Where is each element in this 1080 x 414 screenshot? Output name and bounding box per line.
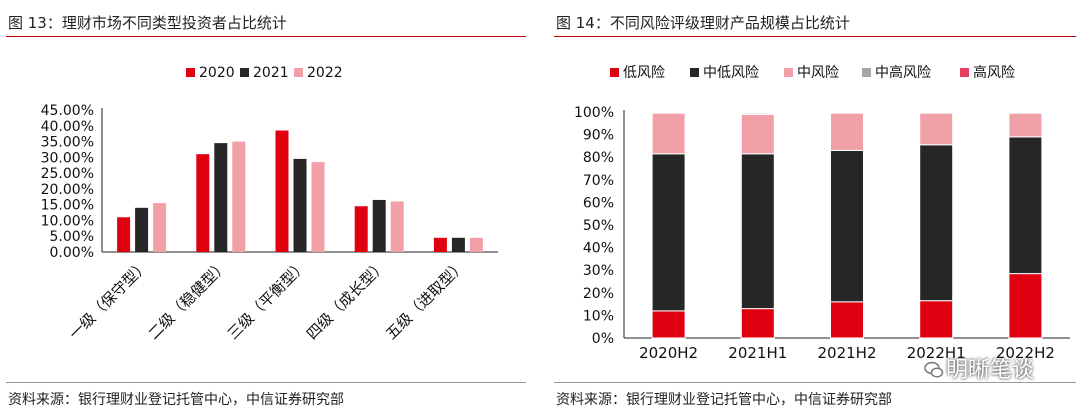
watermark: 明晰笔谈 xyxy=(924,352,1034,384)
bar-segment-中风险 xyxy=(830,112,864,151)
watermark-text: 明晰笔谈 xyxy=(945,358,1034,383)
right-figure-title: 图 14：不同风险评级理财产品规模占比统计 xyxy=(556,14,850,32)
legend-swatch-2021 xyxy=(240,68,249,77)
x-category-label: 2021H2 xyxy=(818,344,877,362)
x-category-label: 2020H2 xyxy=(639,344,698,362)
x-category-label: 二级（稳健型） xyxy=(145,256,232,343)
legend-label-2020: 2020 xyxy=(199,65,235,81)
y-tick-label: 20% xyxy=(583,286,614,302)
bar-segment-低风险 xyxy=(651,310,686,339)
legend-swatch-中高风险 xyxy=(862,68,871,77)
x-category-label: 2021H1 xyxy=(728,344,787,362)
legend-label-中高风险: 中高风险 xyxy=(875,64,931,81)
bar-2022 xyxy=(390,201,404,252)
bar-2021 xyxy=(372,199,386,252)
bar-2020 xyxy=(354,206,368,252)
bar-2022 xyxy=(311,162,325,252)
bar-segment-中低风险 xyxy=(919,144,954,302)
y-tick-label: 35.00% xyxy=(41,135,94,151)
bar-segment-中低风险 xyxy=(740,153,775,310)
bar-2020 xyxy=(117,217,131,252)
legend-label-低风险: 低风险 xyxy=(623,65,665,81)
bar-segment-中风险 xyxy=(651,112,686,155)
legend-swatch-低风险 xyxy=(610,68,619,77)
x-category-label: 三级（平衡型） xyxy=(224,256,311,343)
left-figure-panel: 图 13：理财市场不同类型投资者占比统计 2020 2021 2022 0.00% 5.… xyxy=(0,0,530,414)
y-tick-label: 60% xyxy=(583,195,614,211)
y-tick-label: 50% xyxy=(583,218,614,234)
bar-segment-中风险 xyxy=(919,112,954,146)
y-tick-label: 0.00% xyxy=(50,245,94,261)
y-tick-label: 0% xyxy=(592,331,614,347)
bar-2021 xyxy=(135,207,149,252)
bar-segment-低风险 xyxy=(1008,273,1043,339)
legend-swatch-高风险 xyxy=(960,68,969,77)
risk-rating-stacked-bar-chart: 低风险 中低风险 中风险 中高风险 高风险 0% 10% 20% 30% 40% 50% 60% 70%… xyxy=(574,64,1070,362)
left-figure-title: 图 13：理财市场不同类型投资者占比统计 xyxy=(8,14,287,32)
bar-segment-中低风险 xyxy=(1008,136,1043,275)
y-tick-label: 40% xyxy=(583,241,614,257)
x-category-label: 一级（保守型） xyxy=(65,256,152,343)
bar-2022 xyxy=(153,203,167,252)
y-tick-label: 10.00% xyxy=(41,213,94,229)
left-source-note: 资料来源：银行理财业登记托管中心，中信证券研究部 xyxy=(8,392,344,408)
y-tick-label: 20.00% xyxy=(41,182,94,198)
bar-segment-低风险 xyxy=(830,301,864,339)
bar-2022 xyxy=(469,237,483,252)
right-figure-panel: 图 14：不同风险评级理财产品规模占比统计 低风险 中低风险 中风险 中高风险 高风险 0… xyxy=(548,0,1080,414)
x-category-label: 四级（成长型） xyxy=(303,256,390,343)
bar-segment-中风险 xyxy=(1008,112,1043,138)
y-tick-label: 45.00% xyxy=(41,103,94,119)
x-category-label: 2022H2 xyxy=(996,344,1055,362)
left-footer-divider xyxy=(6,382,526,383)
legend-swatch-中风险 xyxy=(784,68,793,77)
y-tick-label: 30% xyxy=(583,263,614,279)
y-tick-label: 30.00% xyxy=(41,150,94,166)
investor-type-bar-chart: 2020 2021 2022 0.00%5.00%10.00%15.00%20.00%… xyxy=(41,65,498,343)
bar-2021 xyxy=(451,237,465,252)
bar-2020 xyxy=(275,130,289,252)
legend-label-中风险: 中风险 xyxy=(797,65,839,81)
bar-2020 xyxy=(433,237,447,252)
bar-segment-低风险 xyxy=(919,300,954,339)
legend-label-高风险: 高风险 xyxy=(973,64,1015,81)
y-tick-label: 100% xyxy=(574,105,614,121)
y-tick-label: 70% xyxy=(583,173,614,189)
y-tick-label: 25.00% xyxy=(41,166,94,182)
bar-2021 xyxy=(214,143,228,252)
legend-swatch-2020 xyxy=(186,68,195,77)
y-tick-label: 10% xyxy=(583,308,614,324)
left-title-divider xyxy=(6,36,526,37)
legend-label-2022: 2022 xyxy=(307,65,343,81)
y-tick-label: 40.00% xyxy=(41,119,94,135)
y-tick-label: 15.00% xyxy=(41,198,94,214)
legend-swatch-中低风险 xyxy=(690,68,699,77)
x-category-label: 五级（进取型） xyxy=(382,256,469,343)
y-tick-label: 5.00% xyxy=(50,229,94,245)
y-tick-label: 90% xyxy=(583,128,614,144)
right-source-note: 资料来源：银行理财业登记托管中心，中信证券研究部 xyxy=(556,392,892,408)
bar-segment-中低风险 xyxy=(651,153,686,312)
x-category-label: 2022H1 xyxy=(907,344,966,362)
right-footer-divider xyxy=(554,382,1076,383)
right-title-divider xyxy=(554,36,1076,37)
legend-label-2021: 2021 xyxy=(253,65,289,81)
bar-2021 xyxy=(293,158,307,252)
legend-swatch-2022 xyxy=(294,68,303,77)
bar-segment-中低风险 xyxy=(830,149,864,303)
legend-label-中低风险: 中低风险 xyxy=(703,65,759,81)
y-tick-label: 80% xyxy=(583,150,614,166)
wechat-icon xyxy=(924,361,944,378)
bar-2022 xyxy=(232,141,246,252)
bar-2020 xyxy=(196,154,210,252)
bar-segment-低风险 xyxy=(740,308,775,339)
bar-segment-中风险 xyxy=(740,113,775,155)
